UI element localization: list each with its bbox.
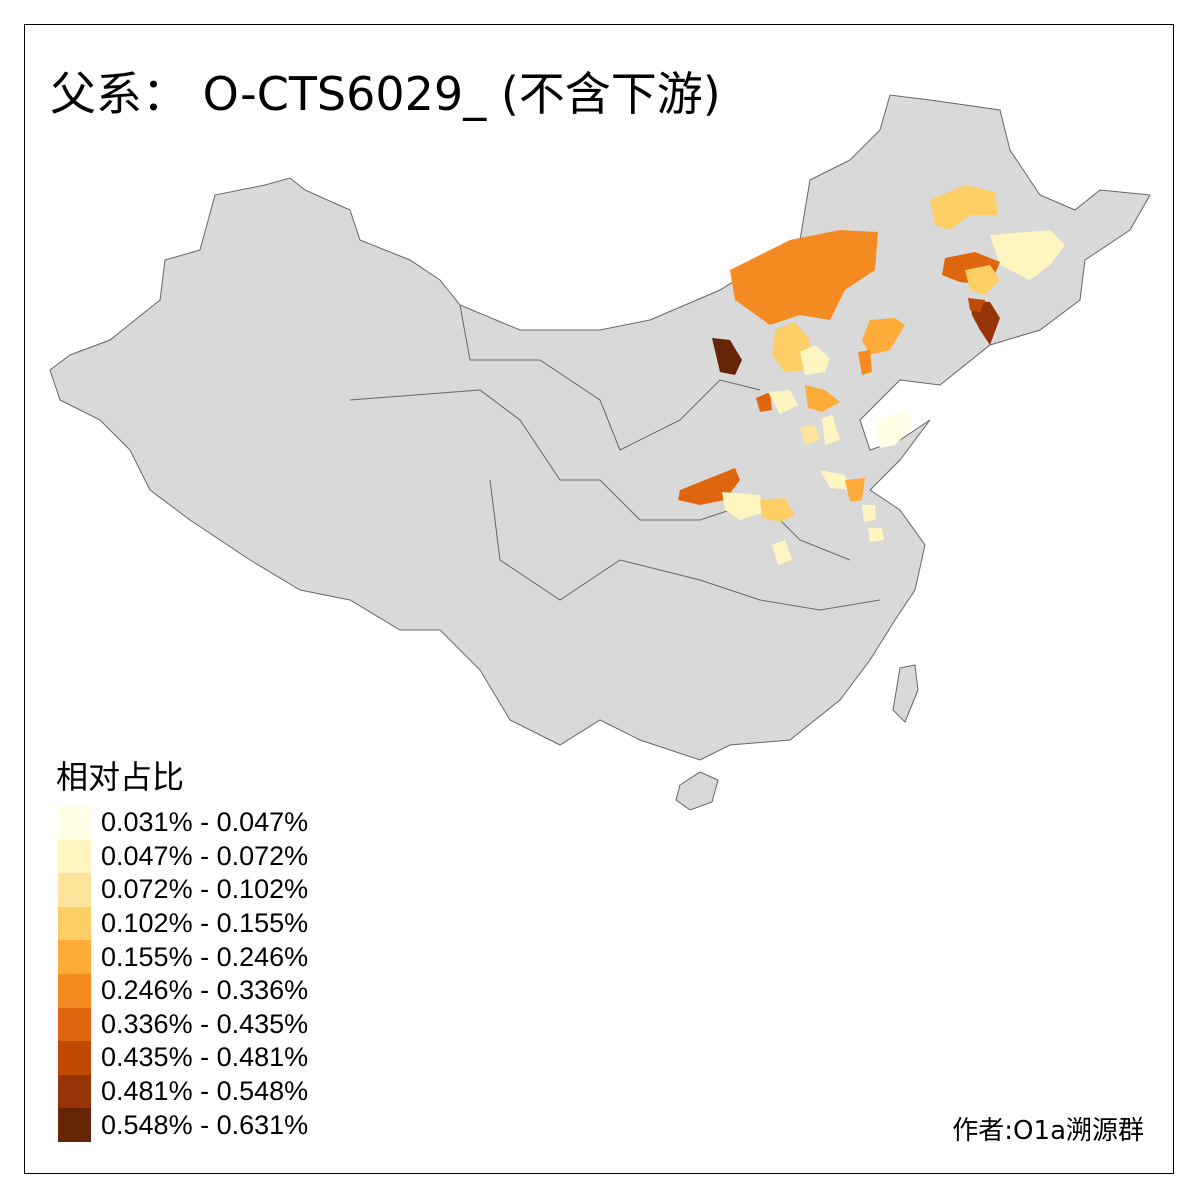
shaded-region [990,230,1065,280]
shaded-region [800,345,830,375]
legend-swatch [58,906,91,941]
taiwan [892,664,919,723]
shaded-region [968,298,985,312]
legend-swatch [58,873,91,907]
shaded-region [862,505,876,522]
shaded-region [820,470,850,490]
hainan [675,771,719,811]
legend-swatch [58,1108,91,1142]
legend-item: 0.155% - 0.246% [58,940,308,974]
legend-item: 0.435% - 0.481% [58,1041,308,1075]
legend-label: 0.031% - 0.047% [101,807,309,838]
legend-item: 0.047% - 0.072% [58,839,309,874]
legend-item: 0.102% - 0.155% [58,906,309,941]
shaded-region [756,392,772,412]
legend-swatch [58,839,91,874]
legend-item: 0.072% - 0.102% [58,873,308,907]
legend-label: 0.481% - 0.548% [101,1076,309,1107]
legend-swatch [58,806,91,840]
shaded-region [868,528,884,542]
legend-swatch [58,1007,91,1042]
legend-swatch [58,1074,91,1109]
shaded-region [930,185,998,230]
legend-item: 0.548% - 0.631% [58,1108,308,1142]
legend-item: 0.246% - 0.336% [58,973,309,1008]
shaded-region [800,425,820,445]
legend-label: 0.047% - 0.072% [101,840,309,871]
legend-label: 0.155% - 0.246% [101,941,309,972]
map-frame [24,24,1174,1174]
legend-label: 0.072% - 0.102% [101,874,309,905]
shaded-region [768,390,798,414]
legend-swatch [58,973,91,1008]
legend-label: 0.102% - 0.155% [101,908,309,939]
legend-item: 0.481% - 0.548% [58,1074,309,1109]
shaded-region [712,338,742,375]
shaded-region [822,415,840,445]
shaded-region [858,350,872,375]
shaded-region [845,478,865,502]
legend-label: 0.435% - 0.481% [101,1042,309,1073]
shaded-region [862,318,905,355]
shaded-region [730,230,878,325]
shaded-region [965,265,1000,295]
shaded-region [760,498,795,522]
legend-title: 相对占比 [56,758,185,796]
map-title: 父系： O-CTS6029_ (不含下游) [50,67,721,121]
shaded-region [772,322,810,372]
shaded-region [805,385,840,412]
shaded-region [772,540,792,565]
shaded-region [722,492,765,520]
legend-label: 0.548% - 0.631% [101,1109,309,1140]
shaded-region [875,410,915,448]
legend-item: 0.336% - 0.435% [58,1007,309,1042]
legend-swatch [58,1041,91,1075]
legend-label: 0.246% - 0.336% [101,975,309,1006]
author-credit: 作者:O1a溯源群 [952,1116,1144,1146]
legend-item: 0.031% - 0.047% [58,806,308,840]
legend-label: 0.336% - 0.435% [101,1008,309,1039]
legend-swatch [58,940,91,974]
legend: 0.031% - 0.047% 0.047% - 0.072% 0.072% -… [58,806,308,1142]
